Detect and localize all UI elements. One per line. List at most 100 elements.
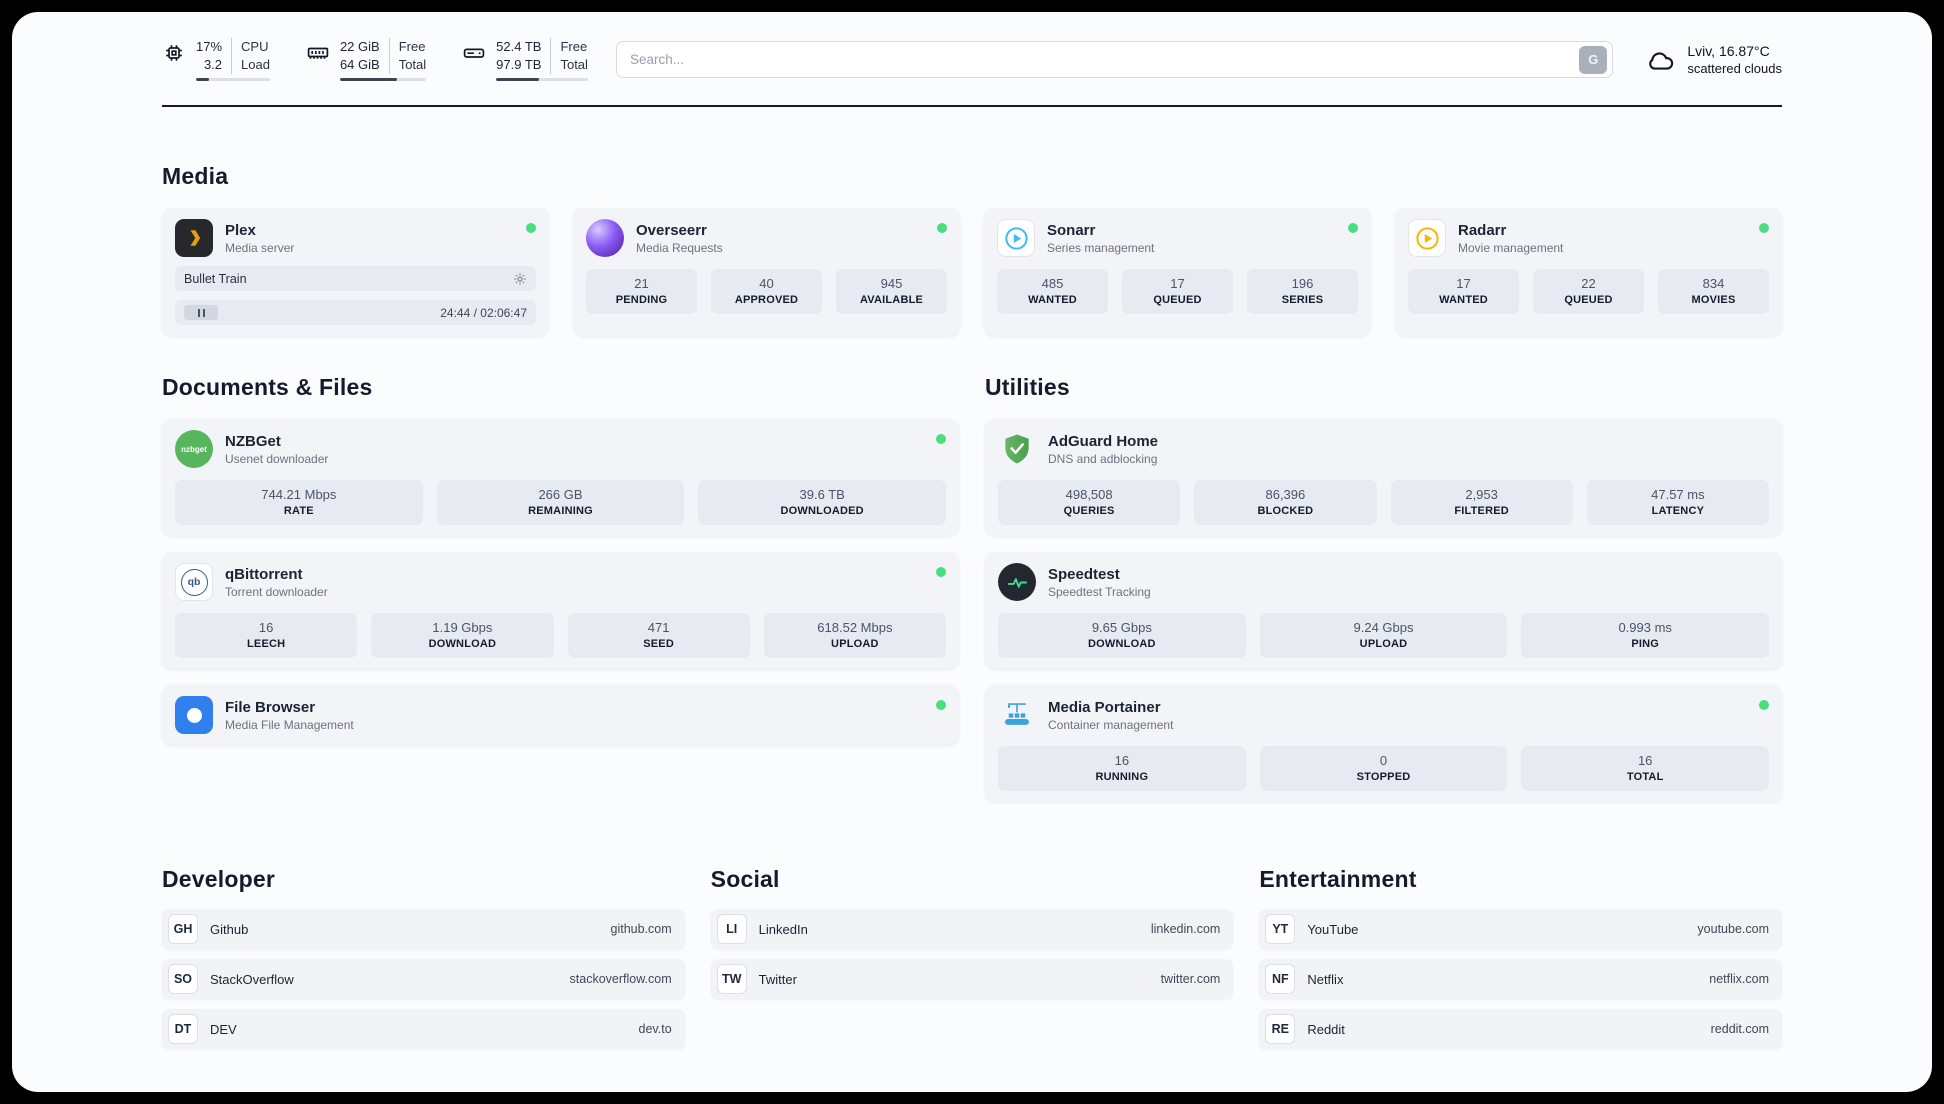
disk-free-label: Free bbox=[560, 39, 588, 54]
app-name-filebrowser: File Browser bbox=[225, 698, 316, 716]
cpu-progress-bar bbox=[196, 78, 270, 82]
search-engine-button[interactable]: G bbox=[1579, 45, 1608, 74]
ram-icon bbox=[306, 41, 330, 65]
portainer-icon bbox=[998, 696, 1036, 734]
app-card-portainer[interactable]: Media Portainer Container management 16 … bbox=[985, 685, 1782, 803]
status-online-dot bbox=[936, 434, 946, 445]
cpu-label: CPU bbox=[241, 39, 269, 54]
youtube-icon: YT bbox=[1265, 914, 1296, 945]
status-online-dot bbox=[1759, 223, 1769, 234]
app-subtitle-filebrowser: Media File Management bbox=[225, 717, 354, 732]
bookmark-netflix[interactable]: NF Netflix netflix.com bbox=[1259, 959, 1782, 1000]
cpu-load-label: Load bbox=[241, 57, 270, 73]
bookmark-twitter[interactable]: TW Twitter twitter.com bbox=[710, 959, 1234, 1000]
app-card-plex[interactable]: Plex Media server Bullet Train bbox=[162, 208, 549, 337]
status-online-dot bbox=[937, 223, 947, 234]
nzbget-icon: nzbget bbox=[175, 430, 213, 469]
app-card-nzbget[interactable]: nzbget NZBGet Usenet downloader 744.21 M… bbox=[162, 419, 959, 537]
playback-time: 24:44 / 02:06:47 bbox=[440, 305, 527, 320]
disk-total-label: Total bbox=[560, 57, 588, 73]
stat-tile-latency: 47.57 ms LATENCY bbox=[1586, 480, 1769, 526]
bookmark-dev[interactable]: DT DEV dev.to bbox=[162, 1009, 685, 1050]
stat-tile-available: 945 AVAILABLE bbox=[836, 269, 947, 315]
app-name-sonarr: Sonarr bbox=[1047, 221, 1096, 239]
stat-tile-upload: 618.52 Mbps UPLOAD bbox=[763, 613, 946, 659]
stat-tile-pending: 21 PENDING bbox=[586, 269, 697, 315]
app-subtitle-plex: Media server bbox=[225, 240, 295, 255]
app-name-speedtest: Speedtest bbox=[1048, 565, 1120, 583]
stat-tile-series: 196 SERIES bbox=[1247, 269, 1358, 315]
weather-widget: Lviv, 16.87°C scattered clouds bbox=[1645, 43, 1782, 76]
gear-icon[interactable] bbox=[513, 272, 527, 286]
app-name-overseerr: Overseerr bbox=[636, 221, 707, 239]
radarr-icon bbox=[1408, 219, 1446, 258]
stat-tile-movies: 834 MOVIES bbox=[1658, 269, 1769, 315]
section-developer: Developer GH Github github.com SO StackO… bbox=[162, 866, 685, 1050]
stackoverflow-icon: SO bbox=[168, 964, 198, 995]
app-card-radarr[interactable]: Radarr Movie management 17 WANTED 22 QUE… bbox=[1395, 208, 1782, 337]
app-name-nzbget: NZBGet bbox=[225, 432, 281, 450]
bookmark-stackoverflow[interactable]: SO StackOverflow stackoverflow.com bbox=[162, 959, 685, 1000]
section-title-media: Media bbox=[162, 163, 229, 190]
bookmark-reddit[interactable]: RE Reddit reddit.com bbox=[1259, 1009, 1782, 1050]
disk-icon bbox=[462, 41, 486, 65]
now-playing-row: Bullet Train bbox=[175, 266, 536, 292]
bookmark-github[interactable]: GH Github github.com bbox=[162, 909, 685, 950]
cpu-usage-value: 17% bbox=[196, 39, 223, 54]
status-online-dot bbox=[1759, 700, 1769, 711]
stat-tile-queued: 22 QUEUED bbox=[1533, 269, 1644, 315]
cpu-widget: 17% 3.2 CPU Load bbox=[162, 38, 270, 82]
ram-progress-fill bbox=[339, 78, 397, 82]
app-card-qbittorrent[interactable]: qb qBittorrent Torrent downloader 16 bbox=[162, 552, 959, 670]
status-online-dot bbox=[1348, 223, 1358, 234]
app-card-filebrowser[interactable]: File Browser Media File Management bbox=[162, 685, 959, 746]
search-input[interactable] bbox=[629, 52, 1580, 68]
stat-tile-wanted: 17 WANTED bbox=[1408, 269, 1519, 315]
app-card-sonarr[interactable]: Sonarr Series management 485 WANTED 17 Q… bbox=[984, 208, 1371, 337]
weather-condition: scattered clouds bbox=[1687, 61, 1782, 77]
bookmark-youtube[interactable]: YT YouTube youtube.com bbox=[1259, 909, 1782, 950]
app-card-speedtest[interactable]: Speedtest Speedtest Tracking 9.65 Gbps D… bbox=[985, 552, 1782, 670]
cpu-progress-fill bbox=[196, 78, 209, 82]
reddit-icon: RE bbox=[1265, 1014, 1296, 1045]
app-card-overseerr[interactable]: Overseerr Media Requests 21 PENDING 40 A… bbox=[573, 208, 960, 337]
top-bar: 17% 3.2 CPU Load bbox=[162, 12, 1782, 82]
playback-progress-row: 24:44 / 02:06:47 bbox=[175, 300, 536, 326]
stat-tile-stopped: 0 STOPPED bbox=[1259, 746, 1508, 792]
app-subtitle-portainer: Container management bbox=[1048, 717, 1174, 732]
disk-progress-bar bbox=[496, 78, 588, 82]
app-name-adguard: AdGuard Home bbox=[1048, 432, 1159, 450]
dev-icon: DT bbox=[168, 1014, 198, 1045]
section-social: Social LI LinkedIn linkedin.com TW Twitt… bbox=[710, 866, 1234, 1049]
section-media: Media Plex Media server bbox=[162, 163, 1782, 337]
pause-button[interactable] bbox=[184, 305, 218, 321]
plex-icon bbox=[175, 219, 213, 258]
stat-tile-queries: 498,508 QUERIES bbox=[998, 480, 1181, 526]
stat-tile-remaining: 266 GB REMAINING bbox=[436, 480, 685, 526]
search-bar: G bbox=[615, 41, 1614, 79]
disk-progress-fill bbox=[496, 78, 540, 82]
stat-tile-wanted: 485 WANTED bbox=[997, 269, 1108, 315]
ram-free-label: Free bbox=[398, 39, 426, 54]
app-card-adguard[interactable]: AdGuard Home DNS and adblocking 498,508 … bbox=[985, 419, 1782, 537]
stat-tile-filtered: 2,953 FILTERED bbox=[1390, 480, 1573, 526]
filebrowser-icon bbox=[175, 696, 213, 735]
stat-tile-downloaded: 39.6 TB DOWNLOADED bbox=[698, 480, 947, 526]
weather-location: Lviv, 16.87°C bbox=[1687, 43, 1770, 60]
section-title-documents: Documents & Files bbox=[162, 374, 373, 401]
adguard-icon bbox=[998, 430, 1036, 468]
section-title-social: Social bbox=[710, 866, 780, 893]
disk-free-value: 52.4 TB bbox=[496, 39, 542, 54]
ram-free-value: 22 GiB bbox=[339, 39, 380, 54]
now-playing-title: Bullet Train bbox=[184, 271, 247, 286]
system-stats: 17% 3.2 CPU Load bbox=[162, 38, 588, 82]
stat-tile-seed: 471 SEED bbox=[567, 613, 750, 659]
section-title-developer: Developer bbox=[162, 866, 276, 893]
stat-tile-approved: 40 APPROVED bbox=[711, 269, 822, 315]
cpu-icon bbox=[162, 41, 186, 65]
twitter-icon: TW bbox=[716, 964, 747, 995]
bookmark-linkedin[interactable]: LI LinkedIn linkedin.com bbox=[710, 909, 1234, 950]
app-subtitle-adguard: DNS and adblocking bbox=[1048, 451, 1158, 466]
linkedin-icon: LI bbox=[716, 914, 747, 945]
netflix-icon: NF bbox=[1265, 964, 1296, 995]
